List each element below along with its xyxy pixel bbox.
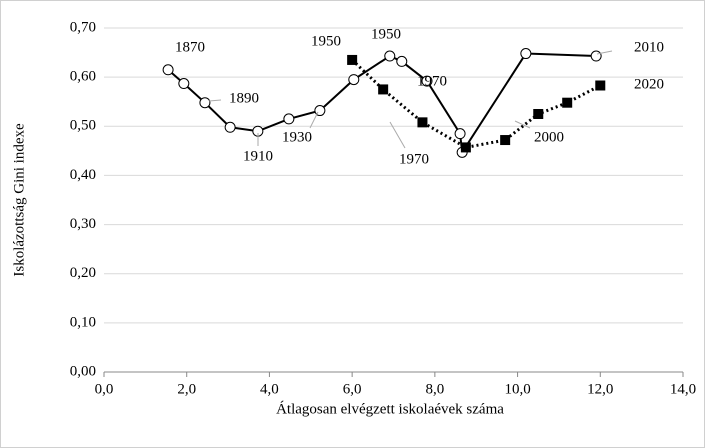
marker bbox=[199, 97, 211, 109]
marker bbox=[454, 128, 466, 140]
leader-line bbox=[596, 50, 613, 55]
x-axis-label: Átlagosan elvégzett iskolaévek száma bbox=[276, 400, 504, 417]
x-tick-label: 12,0 bbox=[587, 381, 613, 397]
x-tick-label: 4,0 bbox=[260, 381, 279, 397]
annotation: 1970 bbox=[417, 73, 447, 89]
y-tick-label: 0,10 bbox=[70, 314, 96, 330]
leader-line bbox=[208, 99, 222, 102]
annotation: 2000 bbox=[534, 129, 564, 145]
x-tick-label: 0,0 bbox=[95, 381, 114, 397]
marker bbox=[590, 50, 602, 62]
annotation: 1890 bbox=[229, 90, 259, 106]
marker bbox=[162, 64, 174, 76]
y-tick-label: 0,40 bbox=[70, 167, 96, 183]
series-line bbox=[351, 58, 601, 149]
y-tick-label: 0,70 bbox=[70, 19, 96, 35]
marker bbox=[314, 105, 326, 117]
marker bbox=[224, 121, 236, 133]
marker bbox=[533, 109, 544, 119]
marker bbox=[421, 75, 433, 87]
x-tick-label: 8,0 bbox=[425, 381, 444, 397]
annotation: 2010 bbox=[634, 39, 664, 55]
y-axis-label: Iskolázottság Gini indexe bbox=[11, 123, 27, 277]
annotation: 1950 bbox=[311, 33, 341, 49]
annotation: 1930 bbox=[282, 129, 312, 145]
x-tick-label: 14,0 bbox=[670, 381, 696, 397]
x-tick-label: 2,0 bbox=[177, 381, 196, 397]
annotation: 1910 bbox=[243, 148, 273, 164]
marker bbox=[460, 142, 471, 153]
marker bbox=[396, 55, 408, 67]
leader-line bbox=[309, 111, 319, 129]
annotation: 1870 bbox=[175, 39, 205, 55]
y-tick-label: 0,00 bbox=[70, 363, 96, 379]
marker bbox=[562, 97, 573, 108]
marker bbox=[384, 50, 396, 62]
x-tick-label: 10,0 bbox=[504, 381, 530, 397]
marker bbox=[348, 74, 360, 86]
marker bbox=[500, 135, 511, 146]
marker bbox=[283, 113, 295, 125]
leader-line bbox=[389, 121, 406, 149]
marker bbox=[520, 48, 532, 60]
annotation: 1950 bbox=[371, 26, 401, 42]
marker bbox=[347, 54, 358, 65]
leader-line bbox=[514, 120, 531, 129]
x-tick-label: 6,0 bbox=[343, 381, 362, 397]
marker bbox=[595, 80, 606, 91]
annotation: 1970 bbox=[399, 151, 429, 167]
marker bbox=[378, 84, 389, 95]
y-tick-label: 0,20 bbox=[70, 265, 96, 281]
marker bbox=[417, 117, 428, 128]
y-tick-label: 0,50 bbox=[70, 118, 96, 134]
y-tick-label: 0,60 bbox=[70, 69, 96, 85]
annotation: 2020 bbox=[634, 76, 664, 92]
y-tick-label: 0,30 bbox=[70, 216, 96, 232]
marker bbox=[178, 78, 190, 90]
